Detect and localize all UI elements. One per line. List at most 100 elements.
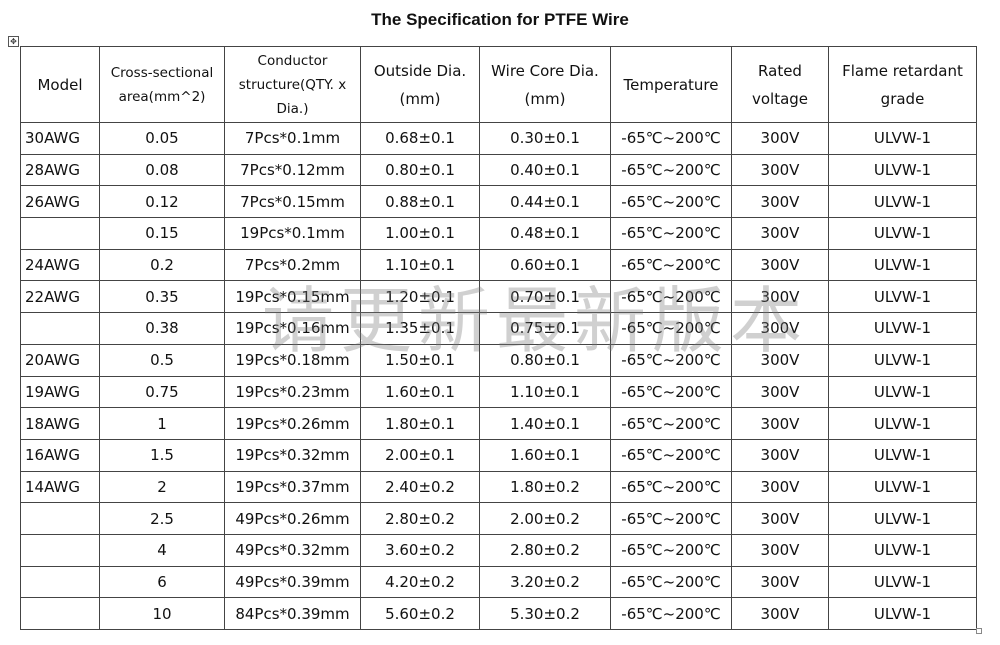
cell-temperature: -65℃~200℃	[610, 438, 732, 472]
table-row: 0.38 19Pcs*0.16mm 1.35±0.1 0.75±0.1 -65℃~200…	[20, 312, 977, 345]
cell-area: 0.35	[99, 280, 225, 314]
cell-outside: 2.00±0.1	[360, 438, 480, 472]
cell-temperature: -65℃~200℃	[610, 565, 732, 599]
cell-flame: ULVW-1	[828, 375, 977, 409]
cell-core: 1.60±0.1	[479, 438, 611, 472]
cell-temperature: -65℃~200℃	[610, 470, 732, 504]
cell-core: 1.10±0.1	[479, 375, 611, 409]
cell-area: 10	[99, 597, 225, 630]
cell-area: 1.5	[99, 438, 225, 472]
cell-conductor: 7Pcs*0.1mm	[224, 122, 361, 155]
cell-outside: 1.10±0.1	[360, 248, 480, 282]
cell-area: 0.5	[99, 343, 225, 377]
cell-area: 2.5	[99, 502, 225, 535]
cell-core: 0.30±0.1	[479, 122, 611, 155]
header-conductor: Conductor structure(QTY. x Dia.)	[224, 46, 361, 123]
cell-conductor: 19Pcs*0.26mm	[224, 407, 361, 440]
end-of-cell-mark	[976, 628, 982, 634]
cell-conductor: 19Pcs*0.18mm	[224, 343, 361, 377]
cell-voltage: 300V	[731, 248, 829, 282]
cell-temperature: -65℃~200℃	[610, 217, 732, 250]
table-row: 18AWG 1 19Pcs*0.26mm 1.80±0.1 1.40±0.1 -65℃~2…	[20, 407, 977, 440]
cell-core: 0.60±0.1	[479, 248, 611, 282]
header-area: Cross-sectional area(mm^2)	[99, 46, 225, 123]
cell-flame: ULVW-1	[828, 185, 977, 219]
cell-voltage: 300V	[731, 502, 829, 535]
table-row: 16AWG 1.5 19Pcs*0.32mm 2.00±0.1 1.60±0.1 -65℃…	[20, 438, 977, 472]
cell-outside: 2.40±0.2	[360, 470, 480, 504]
cell-model: 14AWG	[20, 470, 100, 504]
cell-area: 4	[99, 533, 225, 567]
cell-outside: 2.80±0.2	[360, 502, 480, 535]
cell-core: 3.20±0.2	[479, 565, 611, 599]
cell-area: 6	[99, 565, 225, 599]
cell-outside: 0.80±0.1	[360, 153, 480, 187]
cell-model	[20, 502, 100, 535]
table-move-handle-icon[interactable]: ✥	[8, 36, 19, 47]
cell-flame: ULVW-1	[828, 153, 977, 187]
cell-voltage: 300V	[731, 153, 829, 187]
cell-conductor: 49Pcs*0.32mm	[224, 533, 361, 567]
cell-voltage: 300V	[731, 597, 829, 630]
cell-model	[20, 565, 100, 599]
cell-temperature: -65℃~200℃	[610, 502, 732, 535]
cell-temperature: -65℃~200℃	[610, 153, 732, 187]
cell-outside: 1.80±0.1	[360, 407, 480, 440]
cell-area: 0.2	[99, 248, 225, 282]
header-voltage: Rated voltage	[731, 46, 829, 123]
cell-outside: 1.00±0.1	[360, 217, 480, 250]
spec-table: Model Cross-sectional area(mm^2) Conduct…	[20, 46, 977, 630]
cell-voltage: 300V	[731, 375, 829, 409]
cell-outside: 4.20±0.2	[360, 565, 480, 599]
cell-flame: ULVW-1	[828, 280, 977, 314]
cell-flame: ULVW-1	[828, 533, 977, 567]
cell-conductor: 49Pcs*0.39mm	[224, 565, 361, 599]
cell-conductor: 19Pcs*0.1mm	[224, 217, 361, 250]
header-temperature: Temperature	[610, 46, 732, 123]
cell-model	[20, 533, 100, 567]
cell-temperature: -65℃~200℃	[610, 343, 732, 377]
cell-temperature: -65℃~200℃	[610, 375, 732, 409]
header-row: Model Cross-sectional area(mm^2) Conduct…	[20, 46, 977, 123]
cell-model: 24AWG	[20, 248, 100, 282]
cell-model	[20, 217, 100, 250]
table-row: 4 49Pcs*0.32mm 3.60±0.2 2.80±0.2 -65℃~200℃ 30…	[20, 533, 977, 567]
cell-flame: ULVW-1	[828, 597, 977, 630]
cell-model: 20AWG	[20, 343, 100, 377]
cell-core: 0.70±0.1	[479, 280, 611, 314]
cell-voltage: 300V	[731, 470, 829, 504]
cell-outside: 5.60±0.2	[360, 597, 480, 630]
table-row: 2.5 49Pcs*0.26mm 2.80±0.2 2.00±0.2 -65℃~200℃…	[20, 502, 977, 535]
cell-outside: 1.50±0.1	[360, 343, 480, 377]
cell-core: 2.80±0.2	[479, 533, 611, 567]
cell-temperature: -65℃~200℃	[610, 407, 732, 440]
cell-conductor: 84Pcs*0.39mm	[224, 597, 361, 630]
cell-area: 0.38	[99, 312, 225, 345]
cell-flame: ULVW-1	[828, 407, 977, 440]
cell-conductor: 19Pcs*0.15mm	[224, 280, 361, 314]
table-row: 30AWG 0.05 7Pcs*0.1mm 0.68±0.1 0.30±0.1 -65℃~…	[20, 122, 977, 155]
cell-model: 16AWG	[20, 438, 100, 472]
cell-flame: ULVW-1	[828, 122, 977, 155]
cell-area: 0.15	[99, 217, 225, 250]
cell-flame: ULVW-1	[828, 217, 977, 250]
cell-flame: ULVW-1	[828, 438, 977, 472]
cell-conductor: 49Pcs*0.26mm	[224, 502, 361, 535]
cell-core: 0.44±0.1	[479, 185, 611, 219]
cell-conductor: 19Pcs*0.37mm	[224, 470, 361, 504]
cell-model: 22AWG	[20, 280, 100, 314]
cell-outside: 3.60±0.2	[360, 533, 480, 567]
table-row: 14AWG 2 19Pcs*0.37mm 2.40±0.2 1.80±0.2 -65℃~2…	[20, 470, 977, 504]
cell-model: 26AWG	[20, 185, 100, 219]
cell-conductor: 19Pcs*0.23mm	[224, 375, 361, 409]
cell-voltage: 300V	[731, 343, 829, 377]
cell-conductor: 19Pcs*0.32mm	[224, 438, 361, 472]
cell-core: 0.48±0.1	[479, 217, 611, 250]
cell-model	[20, 597, 100, 630]
cell-voltage: 300V	[731, 122, 829, 155]
header-model: Model	[20, 46, 100, 123]
table-row: 0.15 19Pcs*0.1mm 1.00±0.1 0.48±0.1 -65℃~200℃…	[20, 217, 977, 250]
cell-core: 1.40±0.1	[479, 407, 611, 440]
cell-area: 0.75	[99, 375, 225, 409]
cell-flame: ULVW-1	[828, 565, 977, 599]
